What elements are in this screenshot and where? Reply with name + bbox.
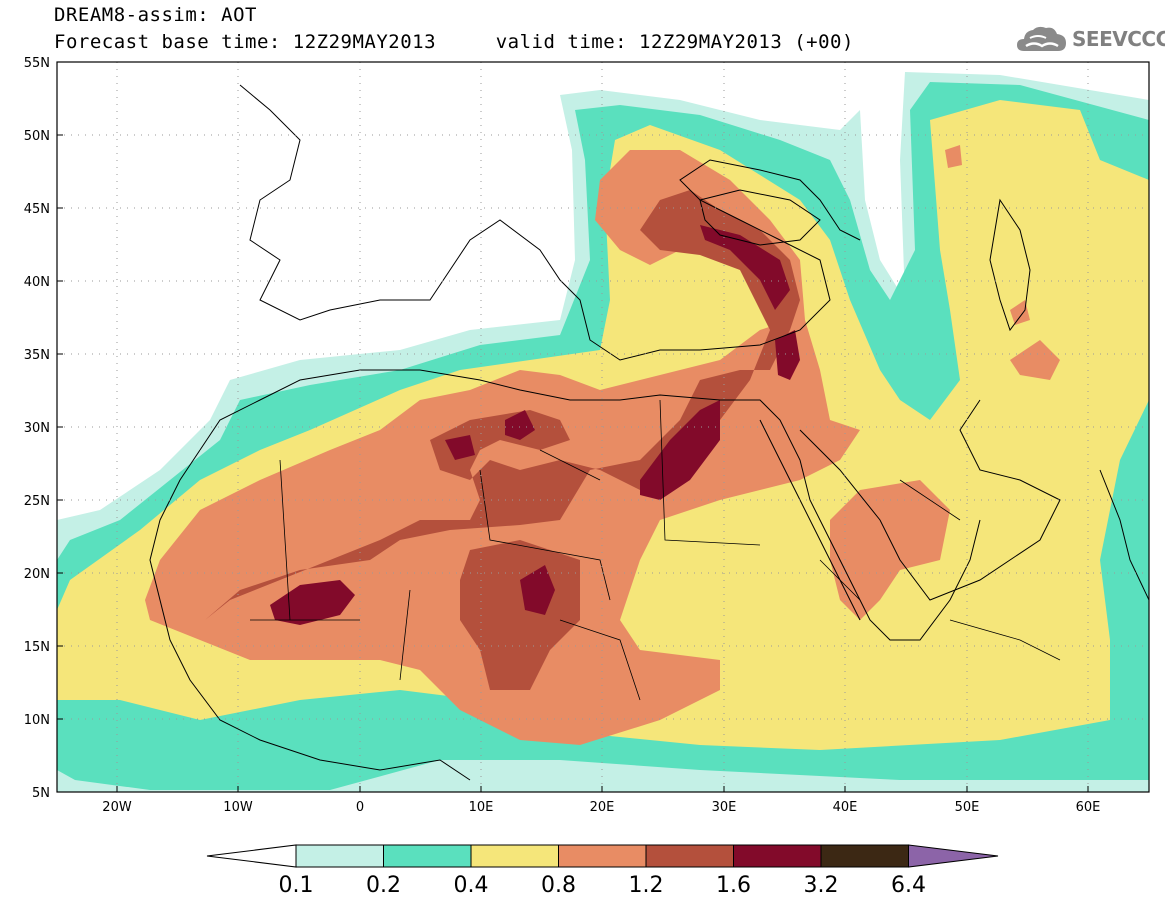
colorbar-under-triangle (206, 844, 297, 868)
lat-label-30n: 30N (24, 421, 50, 436)
country-borders (250, 399, 1061, 701)
aot-contours (57, 72, 1149, 792)
coastline-caspian (989, 198, 1031, 332)
colorbar-label-0-1: 0.1 (279, 873, 314, 898)
lat-label-10n: 10N (24, 713, 50, 728)
colorbar-over-triangle (908, 844, 999, 868)
colorbar-label-0-2: 0.2 (366, 873, 401, 898)
lat-label-20n: 20N (24, 567, 50, 582)
lat-labels: 55N 50N 45N 40N 35N 30N 25N 20N 15N 10N … (24, 56, 50, 801)
colorbar-label-0-4: 0.4 (454, 873, 489, 898)
lon-label-20w: 20W (102, 800, 132, 815)
coastline-africa (199, 369, 981, 641)
lat-label-40n: 40N (24, 275, 50, 290)
lat-label-15n: 15N (24, 640, 50, 655)
cloud-icon (1017, 26, 1066, 51)
aot-band-1-2 (205, 190, 800, 690)
lon-label-30e: 30E (712, 800, 737, 815)
colorbar (206, 844, 999, 868)
graticule (57, 62, 1149, 792)
colorbar-label-0-8: 0.8 (541, 873, 576, 898)
colorbar-swatch-1-6 (733, 844, 822, 868)
seevccc-logo: SEEVCCC (1016, 24, 1165, 54)
colorbar-labels: 0.1 0.2 0.4 0.8 1.2 1.6 3.2 6.4 (279, 873, 927, 898)
colorbar-swatch-1-2 (645, 844, 734, 868)
coastline-india (1099, 469, 1149, 601)
colorbar-label-1-6: 1.6 (716, 873, 751, 898)
lon-labels: 20W 10W 0 10E 20E 30E 40E 50E 60E (102, 800, 1100, 815)
lat-label-25n: 25N (24, 494, 50, 509)
colorbar-swatch-0-4 (470, 844, 559, 868)
colorbar-label-6-4: 6.4 (891, 873, 926, 898)
lon-label-10e: 10E (469, 800, 494, 815)
coastline-europe (239, 84, 861, 361)
lon-label-50e: 50E (955, 800, 980, 815)
lat-label-55n: 55N (24, 56, 50, 71)
colorbar-swatch-0-1 (295, 844, 384, 868)
map-title: DREAM8-assim: AOT (54, 4, 257, 26)
aot-band-0-8 (145, 145, 1060, 745)
colorbar-label-3-2: 3.2 (804, 873, 839, 898)
lon-label-20e: 20E (590, 800, 615, 815)
lat-label-45n: 45N (24, 202, 50, 217)
lon-label-10w: 10W (223, 800, 253, 815)
map-subtitle-times: Forecast base time: 12Z29MAY2013 valid t… (54, 31, 854, 53)
coastlines (149, 84, 1149, 781)
coastline-blacksea (699, 189, 821, 246)
coastline-redsea (759, 419, 861, 621)
lon-label-0: 0 (356, 800, 364, 815)
colorbar-swatch-0-2 (383, 844, 472, 868)
lat-label-5n: 5N (32, 786, 50, 801)
coastline-westafrica (149, 449, 471, 781)
coastline-arabia (799, 399, 1061, 601)
lat-label-35n: 35N (24, 348, 50, 363)
colorbar-swatch-3-2 (820, 844, 909, 868)
aot-band-1-6 (270, 225, 800, 625)
logo-text: SEEVCCC (1072, 27, 1165, 51)
lon-label-60e: 60E (1076, 800, 1101, 815)
colorbar-label-1-2: 1.2 (629, 873, 664, 898)
tick-marks (57, 61, 1089, 792)
lon-label-40e: 40E (833, 800, 858, 815)
lat-label-50n: 50N (24, 129, 50, 144)
colorbar-swatch-0-8 (558, 844, 647, 868)
